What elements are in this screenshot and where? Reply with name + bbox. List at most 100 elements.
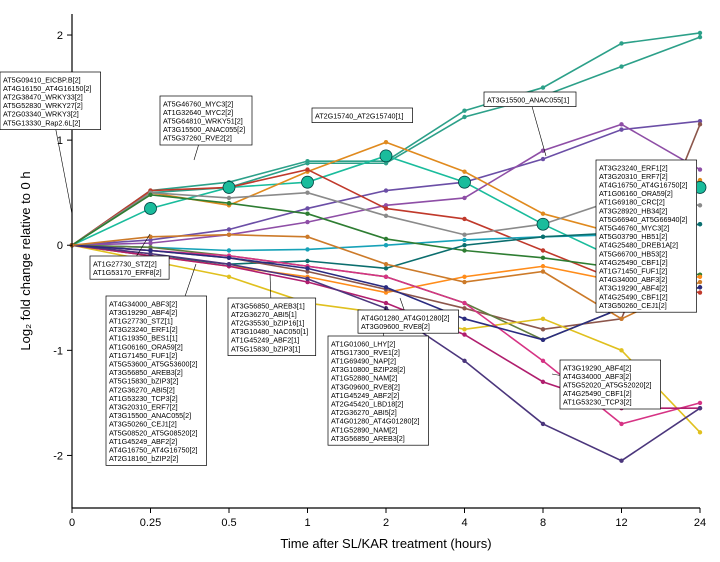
x-tick-label: 4 — [461, 517, 467, 529]
series-marker — [384, 301, 388, 305]
series-marker — [619, 348, 623, 352]
series-marker — [698, 35, 702, 39]
series-marker — [698, 167, 702, 171]
series-marker — [462, 306, 466, 310]
series-marker — [227, 275, 231, 279]
series-marker — [698, 290, 702, 294]
series-marker — [462, 248, 466, 252]
series-marker — [698, 222, 702, 226]
series-marker — [462, 196, 466, 200]
series-marker — [227, 248, 231, 252]
emph-marker — [223, 181, 235, 193]
series-marker — [462, 217, 466, 221]
series-marker — [698, 275, 702, 279]
label-line: AT5G37260_RVE2[2] — [163, 134, 232, 143]
series-marker — [305, 167, 309, 171]
series-marker — [541, 380, 545, 384]
label-leader — [530, 99, 546, 156]
emph-marker — [145, 202, 157, 214]
y-tick-label: 2 — [57, 30, 63, 42]
label-line: AT3G50260_CEJ1[2] — [599, 301, 667, 310]
series-marker — [541, 359, 545, 363]
series-marker — [619, 64, 623, 68]
x-tick-label: 0 — [69, 517, 75, 529]
series-marker — [541, 269, 545, 273]
series-marker — [384, 140, 388, 144]
series-marker — [305, 235, 309, 239]
series-marker — [384, 275, 388, 279]
series-marker — [384, 285, 388, 289]
series-marker — [305, 206, 309, 210]
series-marker — [384, 188, 388, 192]
series-marker — [148, 248, 152, 252]
series-marker — [698, 285, 702, 289]
x-tick-label: 0.5 — [221, 517, 236, 529]
series-marker — [619, 122, 623, 126]
series-marker — [541, 85, 545, 89]
series-marker — [541, 317, 545, 321]
series-marker — [305, 266, 309, 270]
series-marker — [462, 327, 466, 331]
label-line: AT3G09600_RVE8[2] — [361, 322, 430, 331]
emph-marker — [302, 176, 314, 188]
y-tick-label: 0 — [57, 240, 63, 252]
series-marker — [227, 256, 231, 260]
series-marker — [148, 193, 152, 197]
y-tick-label: -2 — [53, 450, 63, 462]
series-marker — [462, 108, 466, 112]
x-tick-label: 12 — [615, 517, 627, 529]
label-line: AT5G15830_bZIP3[1] — [231, 344, 300, 353]
series-marker — [619, 127, 623, 131]
series-marker — [305, 259, 309, 263]
series-marker — [305, 247, 309, 251]
emph-marker — [459, 176, 471, 188]
series-marker — [227, 227, 231, 231]
series-marker — [462, 280, 466, 284]
series-marker — [541, 157, 545, 161]
series-marker — [305, 220, 309, 224]
series-marker — [541, 235, 545, 239]
series-marker — [619, 317, 623, 321]
series-marker — [462, 238, 466, 242]
series-marker — [305, 190, 309, 194]
label-line: AT2G15740_AT2G15740[1] — [315, 111, 403, 120]
series-marker — [619, 422, 623, 426]
series-marker — [305, 212, 309, 216]
series-marker — [462, 233, 466, 237]
label-line: AT3G56850_AREB3[2] — [331, 434, 405, 443]
x-axis-title: Time after SL/KAR treatment (hours) — [280, 536, 491, 551]
series-marker — [384, 237, 388, 241]
series-marker — [698, 122, 702, 126]
series-marker — [698, 31, 702, 35]
label-line: AT1G53230_TCP3[2] — [563, 398, 632, 407]
series-marker — [541, 264, 545, 268]
y-tick-label: -1 — [53, 345, 63, 357]
series-marker — [619, 459, 623, 463]
x-tick-label: 0.25 — [140, 517, 161, 529]
x-tick-label: 8 — [540, 517, 546, 529]
emph-marker — [537, 218, 549, 230]
series-marker — [227, 262, 231, 266]
y-axis-title: Log₂ fold change relative to 0 h — [18, 171, 33, 350]
series-marker — [227, 233, 231, 237]
series-marker — [619, 41, 623, 45]
series-marker — [541, 327, 545, 331]
series-marker — [698, 401, 702, 405]
label-line: AT2G18160_bZIP2[2] — [109, 454, 178, 463]
series-marker — [698, 406, 702, 410]
series-marker — [462, 332, 466, 336]
series-marker — [148, 241, 152, 245]
series-marker — [541, 338, 545, 342]
label-line: AT1G53170_ERF8[2] — [93, 268, 162, 277]
series-marker — [462, 243, 466, 247]
series-marker — [698, 430, 702, 434]
x-tick-label: 24 — [694, 517, 706, 529]
series-marker — [462, 359, 466, 363]
series-marker — [384, 206, 388, 210]
series-marker — [384, 266, 388, 270]
series-marker — [384, 243, 388, 247]
series-marker — [698, 280, 702, 284]
series-marker — [541, 248, 545, 252]
time-series-chart: -2-101200.250.512481224Time after SL/KAR… — [0, 0, 720, 562]
x-tick-label: 2 — [383, 517, 389, 529]
